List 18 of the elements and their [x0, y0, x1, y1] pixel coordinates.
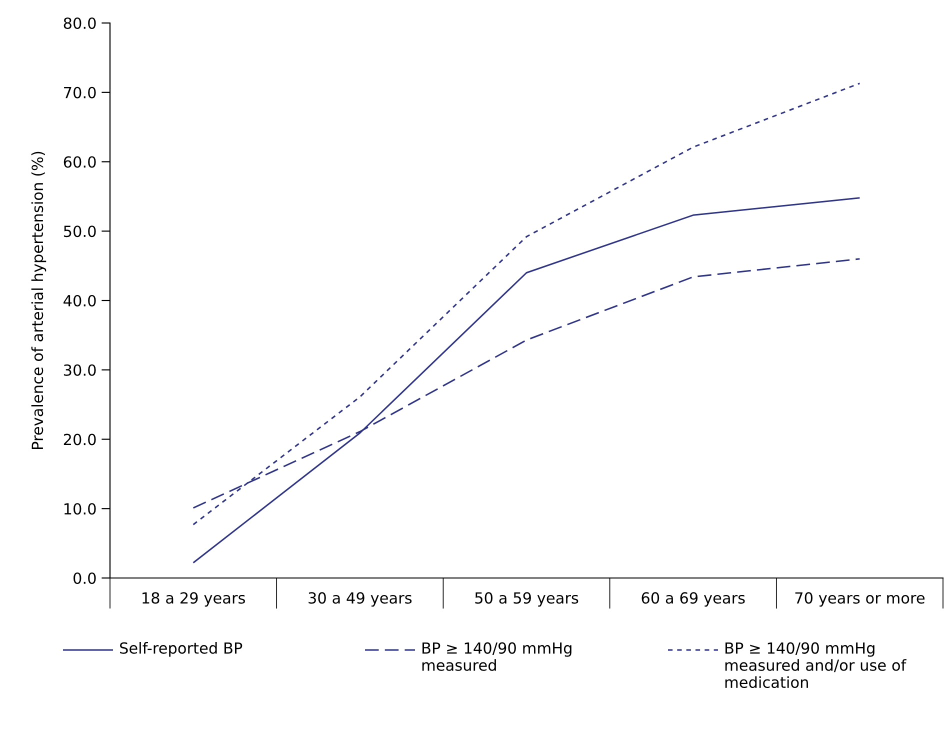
x-tick-label: 60 a 69 years: [642, 592, 745, 607]
legend-label: BP ≥ 140/90 mmHg measured: [422, 642, 572, 671]
y-tick-label: 60.0: [64, 156, 96, 168]
x-tick-label: 50 a 59 years: [475, 592, 578, 607]
x-tick-label: 18 a 29 years: [142, 592, 245, 607]
y-axis-title: Prevalence of arterial hypertension (%): [31, 152, 46, 449]
y-tick-label: 10.0: [64, 503, 96, 515]
y-tick-label: 40.0: [64, 294, 96, 307]
legend-label: BP ≥ 140/90 mmHg measured and/or use of medication: [725, 642, 906, 688]
legend-label: Self-reported BP: [120, 642, 242, 657]
y-tick-label: 80.0: [64, 17, 96, 30]
y-tick-label: 0.0: [74, 572, 96, 584]
y-tick-label: 30.0: [64, 364, 96, 376]
y-tick-label: 70.0: [64, 86, 96, 98]
x-tick-label: 70 years or more: [795, 592, 925, 607]
x-tick-label: 30 a 49 years: [308, 592, 412, 607]
y-tick-label: 50.0: [64, 226, 96, 238]
y-tick-label: 20.0: [64, 434, 96, 446]
